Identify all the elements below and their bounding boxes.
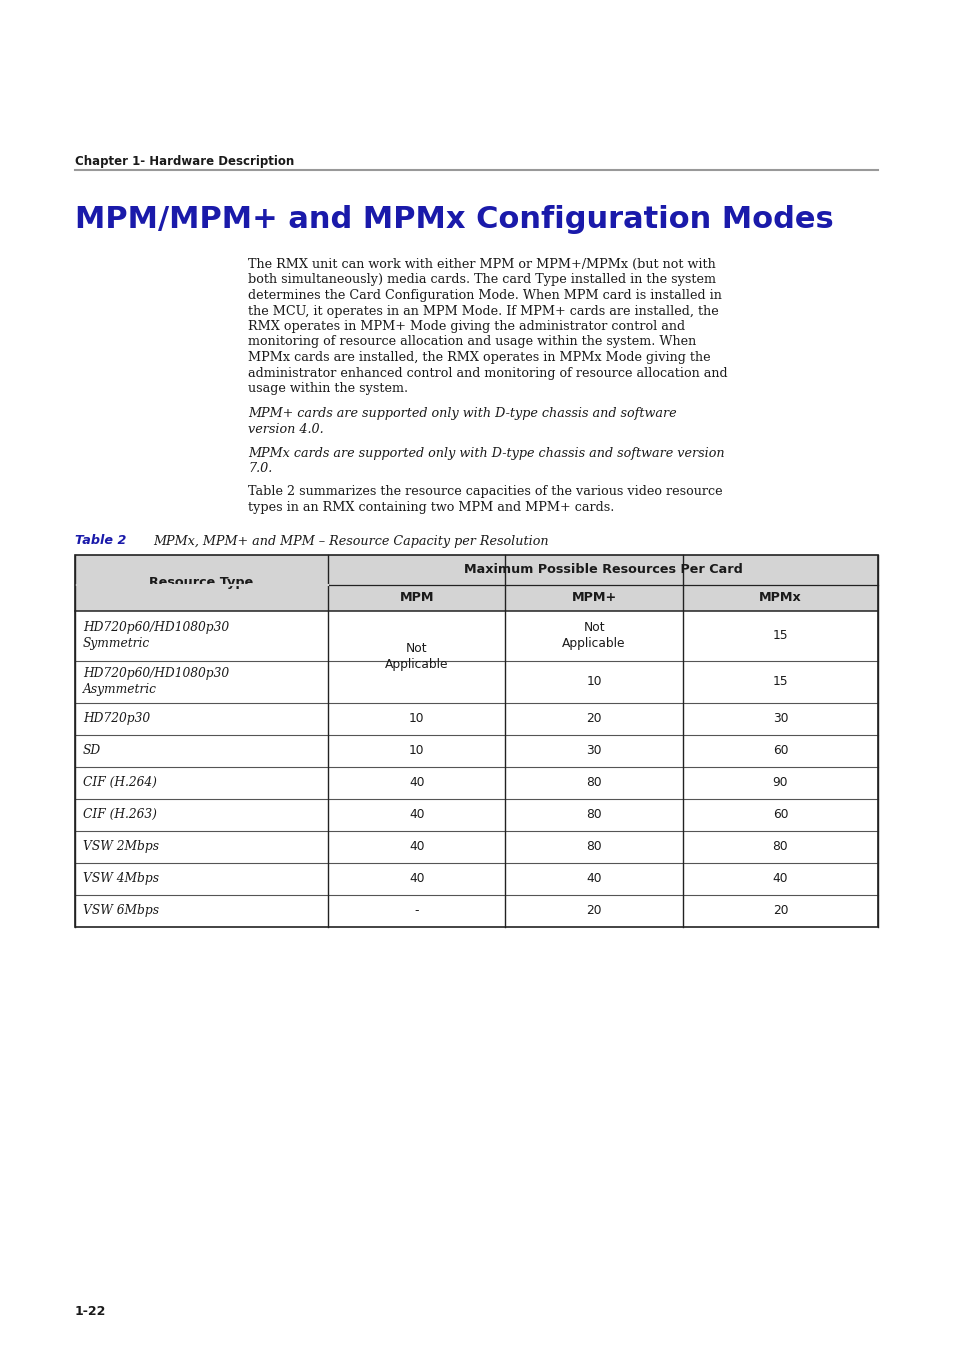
Text: 20: 20 [586, 904, 601, 917]
Text: 7.0.: 7.0. [248, 462, 272, 475]
Text: 40: 40 [409, 840, 424, 853]
Text: 60: 60 [772, 744, 787, 757]
Text: MPMx, MPM+ and MPM – Resource Capacity per Resolution: MPMx, MPM+ and MPM – Resource Capacity p… [152, 535, 548, 548]
Text: both simultaneously) media cards. The card Type installed in the system: both simultaneously) media cards. The ca… [248, 274, 716, 286]
Text: 10: 10 [409, 711, 424, 725]
Text: Not
Applicable: Not Applicable [562, 621, 625, 649]
Bar [75, 555, 877, 610]
Text: VSW 2Mbps: VSW 2Mbps [83, 840, 159, 853]
Text: 40: 40 [409, 809, 424, 821]
Text: 80: 80 [586, 776, 601, 788]
Text: 80: 80 [586, 809, 601, 821]
Text: administrator enhanced control and monitoring of resource allocation and: administrator enhanced control and monit… [248, 366, 727, 379]
Text: MPM+: MPM+ [571, 591, 617, 603]
Text: HD720p60/HD1080p30
Symmetric: HD720p60/HD1080p30 Symmetric [83, 621, 229, 649]
Text: 80: 80 [586, 840, 601, 853]
Text: 30: 30 [586, 744, 601, 757]
Text: 80: 80 [772, 840, 787, 853]
Text: 40: 40 [772, 872, 787, 886]
Text: usage within the system.: usage within the system. [248, 382, 408, 396]
Text: 10: 10 [409, 744, 424, 757]
Text: version 4.0.: version 4.0. [248, 423, 323, 436]
Text: CIF (H.264): CIF (H.264) [83, 776, 156, 788]
Text: HD720p30: HD720p30 [83, 711, 150, 725]
Text: The RMX unit can work with either MPM or MPM+/MPMx (but not with: The RMX unit can work with either MPM or… [248, 258, 715, 271]
Text: 90: 90 [772, 776, 787, 788]
Bar [75, 555, 877, 926]
Text: -: - [414, 904, 418, 917]
Text: 1-22: 1-22 [75, 1305, 107, 1318]
Text: MPM: MPM [399, 591, 434, 603]
Text: the MCU, it operates in an MPM Mode. If MPM+ cards are installed, the: the MCU, it operates in an MPM Mode. If … [248, 305, 718, 317]
Text: RMX operates in MPM+ Mode giving the administrator control and: RMX operates in MPM+ Mode giving the adm… [248, 320, 684, 333]
Text: 15: 15 [772, 675, 787, 688]
Text: MPM+ cards are supported only with D-type chassis and software: MPM+ cards are supported only with D-typ… [248, 408, 676, 420]
Text: Not
Applicable: Not Applicable [384, 643, 448, 671]
Text: 30: 30 [772, 711, 787, 725]
Text: MPM/MPM+ and MPMx Configuration Modes: MPM/MPM+ and MPMx Configuration Modes [75, 205, 833, 234]
Text: 15: 15 [772, 629, 787, 643]
Text: 20: 20 [772, 904, 787, 917]
Text: MPMx: MPMx [759, 591, 801, 603]
Text: Table 2: Table 2 [75, 535, 126, 548]
Text: 40: 40 [409, 872, 424, 886]
Text: VSW 6Mbps: VSW 6Mbps [83, 904, 159, 917]
Text: monitoring of resource allocation and usage within the system. When: monitoring of resource allocation and us… [248, 336, 696, 348]
Text: Table 2 summarizes the resource capacities of the various video resource: Table 2 summarizes the resource capaciti… [248, 486, 721, 498]
Text: VSW 4Mbps: VSW 4Mbps [83, 872, 159, 886]
Text: Resource Type: Resource Type [150, 576, 253, 589]
Text: Chapter 1- Hardware Description: Chapter 1- Hardware Description [75, 155, 294, 167]
Text: Maximum Possible Resources Per Card: Maximum Possible Resources Per Card [463, 563, 741, 576]
Text: 10: 10 [586, 675, 601, 688]
Text: 60: 60 [772, 809, 787, 821]
Text: SD: SD [83, 744, 101, 757]
Text: HD720p60/HD1080p30
Asymmetric: HD720p60/HD1080p30 Asymmetric [83, 667, 229, 697]
Text: MPMx cards are installed, the RMX operates in MPMx Mode giving the: MPMx cards are installed, the RMX operat… [248, 351, 710, 364]
Text: 40: 40 [586, 872, 601, 886]
Text: CIF (H.263): CIF (H.263) [83, 809, 156, 821]
Text: types in an RMX containing two MPM and MPM+ cards.: types in an RMX containing two MPM and M… [248, 501, 614, 514]
Text: 40: 40 [409, 776, 424, 788]
Text: MPMx cards are supported only with D-type chassis and software version: MPMx cards are supported only with D-typ… [248, 447, 724, 459]
Text: determines the Card Configuration Mode. When MPM card is installed in: determines the Card Configuration Mode. … [248, 289, 721, 302]
Text: 20: 20 [586, 711, 601, 725]
